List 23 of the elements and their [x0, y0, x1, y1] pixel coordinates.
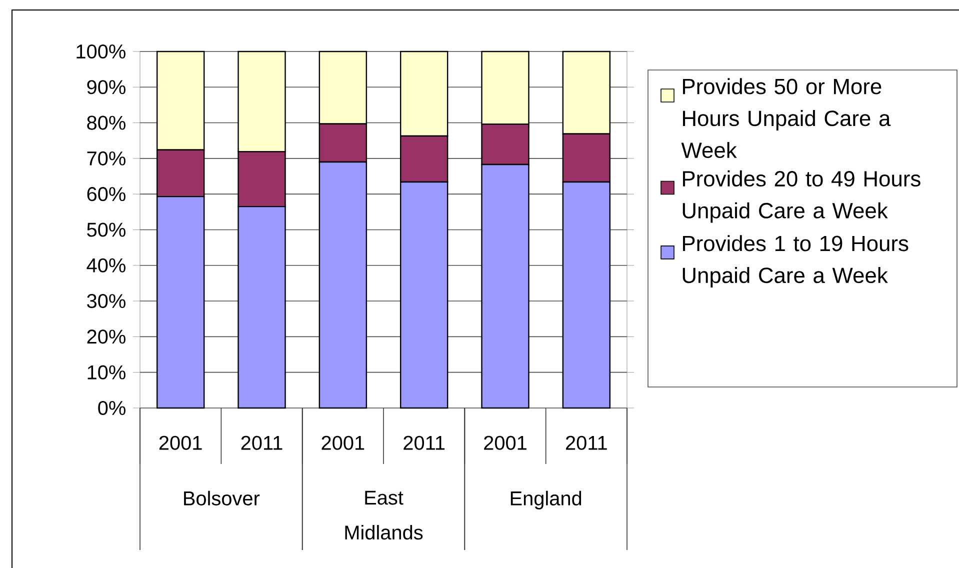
- y-tick-label: 60%: [87, 187, 126, 202]
- text: East Midlands: [345, 490, 423, 540]
- y-tick-label: 20%: [87, 330, 126, 344]
- x-tick-label: 2011: [404, 436, 445, 450]
- y-tick-label: 0%: [98, 400, 126, 416]
- legend-label: Provides 50 or More Hours Unpaid Care a Week: [681, 78, 891, 158]
- x-tick-label: 2001: [484, 436, 526, 450]
- y-tick-label: 50%: [87, 222, 126, 237]
- y-tick-label: 90%: [87, 80, 126, 94]
- y-tick-label: 40%: [86, 258, 126, 272]
- x-tick-label: 2011: [566, 436, 607, 450]
- y-tick-label: 10%: [88, 365, 126, 380]
- legend-label: Provides 20 to 49 Hours Unpaid Care a Week: [682, 170, 920, 223]
- text: England: [510, 490, 582, 510]
- y-tick-label: 70%: [87, 151, 126, 166]
- y-tick-label: 100%: [76, 44, 126, 59]
- y-tick-label: 80%: [87, 116, 126, 130]
- x-tick-label: 2011: [241, 436, 282, 450]
- text: Bolsover: [184, 490, 260, 506]
- x-tick-label: 2001: [322, 436, 364, 450]
- legend-label: Provides 1 to 19 Hours Unpaid Care a Week: [682, 235, 908, 288]
- y-tick-label: 30%: [87, 294, 126, 308]
- x-tick-label: 2001: [159, 436, 202, 450]
